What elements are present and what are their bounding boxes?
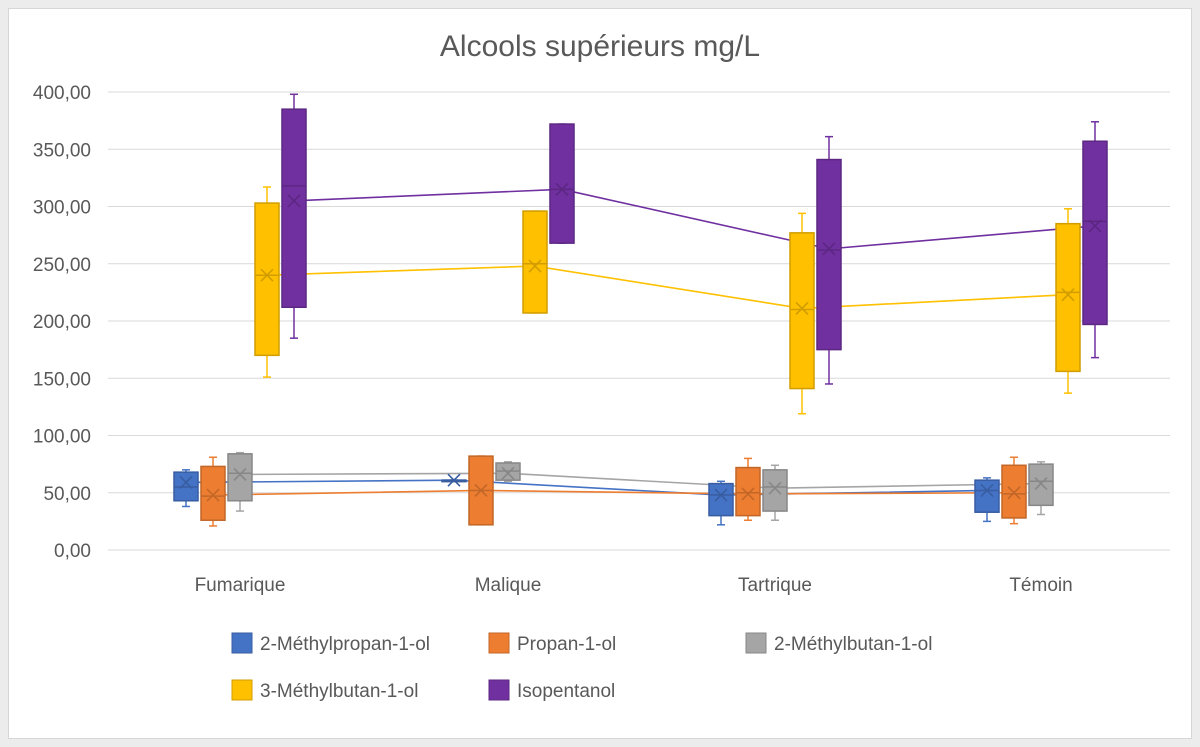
box-body bbox=[200, 465, 226, 521]
box-body bbox=[708, 482, 734, 517]
mean-marker bbox=[768, 481, 782, 495]
box-body bbox=[227, 453, 253, 502]
y-tick-label: 350,00 bbox=[33, 140, 91, 161]
mean-marker bbox=[179, 475, 193, 490]
mean-marker bbox=[474, 483, 488, 498]
mean-marker bbox=[528, 259, 542, 273]
box bbox=[1001, 456, 1027, 525]
mean-marker bbox=[1088, 219, 1102, 233]
box bbox=[708, 480, 734, 526]
legend-label: Propan-1-ol bbox=[517, 634, 616, 655]
x-tick-label: Fumarique bbox=[195, 575, 286, 596]
mean-line bbox=[239, 472, 1042, 489]
box-body bbox=[1082, 140, 1108, 326]
legend-swatch bbox=[745, 632, 767, 654]
mean-marker bbox=[287, 194, 301, 208]
box bbox=[974, 477, 1000, 523]
mean-marker bbox=[714, 488, 728, 502]
y-tick-label: 0,00 bbox=[54, 541, 91, 562]
box-body bbox=[816, 158, 842, 351]
legend-item: Isopentanol bbox=[488, 679, 615, 702]
mean-marker bbox=[1007, 486, 1021, 500]
mean-marker bbox=[447, 473, 461, 487]
box bbox=[495, 461, 521, 483]
y-tick-label: 300,00 bbox=[33, 198, 91, 219]
mean-marker bbox=[233, 467, 247, 481]
mean-marker bbox=[741, 487, 755, 501]
x-tick-label: Témoin bbox=[1009, 575, 1072, 596]
box bbox=[254, 186, 280, 378]
mean-marker bbox=[822, 242, 836, 256]
chart-title: Alcools supérieurs mg/L bbox=[440, 30, 760, 63]
legend-label: Isopentanol bbox=[517, 681, 615, 702]
box bbox=[173, 469, 199, 508]
legend-item: 2-Méthylbutan-1-ol bbox=[745, 632, 932, 655]
box-body bbox=[281, 108, 307, 309]
y-tick-label: 50,00 bbox=[43, 484, 91, 505]
x-tick-label: Tartrique bbox=[738, 575, 812, 596]
legend-item: 3-Méthylbutan-1-ol bbox=[231, 679, 418, 702]
box bbox=[816, 135, 842, 385]
mean-line bbox=[293, 188, 1096, 250]
box bbox=[522, 210, 548, 314]
legend-item: Propan-1-ol bbox=[488, 632, 616, 655]
legend-swatch bbox=[488, 632, 510, 654]
mean-marker bbox=[795, 301, 809, 315]
y-tick-label: 200,00 bbox=[33, 312, 91, 333]
legend-swatch bbox=[231, 632, 253, 654]
legend-swatch bbox=[231, 679, 253, 701]
legend: 2-Méthylpropan-1-ol Propan-1-ol 2-Méthylbu… bbox=[231, 632, 932, 702]
box bbox=[1028, 461, 1054, 516]
mean-marker bbox=[980, 483, 994, 498]
mean-line bbox=[266, 265, 1069, 310]
legend-label: 2-Méthylbutan-1-ol bbox=[774, 634, 932, 655]
box-body bbox=[974, 479, 1000, 513]
box-body bbox=[1055, 222, 1081, 373]
mean-marker bbox=[206, 488, 220, 502]
box-body bbox=[549, 123, 575, 244]
mean-marker bbox=[260, 268, 274, 282]
mean-lines bbox=[185, 188, 1096, 496]
box bbox=[468, 455, 494, 526]
box-body bbox=[522, 210, 548, 314]
box-body bbox=[762, 469, 788, 512]
box-body bbox=[1028, 463, 1054, 507]
boxes bbox=[173, 93, 1108, 527]
legend-swatch bbox=[488, 679, 510, 701]
box bbox=[789, 212, 815, 415]
legend-item: 2-Méthylpropan-1-ol bbox=[231, 632, 430, 655]
box bbox=[1055, 208, 1081, 394]
mean-marker bbox=[501, 466, 515, 480]
box bbox=[227, 451, 253, 512]
mean-marker bbox=[555, 182, 569, 196]
box bbox=[549, 123, 575, 244]
chart-area bbox=[8, 8, 1192, 739]
y-tick-label: 100,00 bbox=[33, 427, 91, 448]
box bbox=[441, 473, 467, 487]
y-tick-label: 400,00 bbox=[33, 83, 91, 104]
mean-marker bbox=[1034, 477, 1048, 491]
y-tick-label: 150,00 bbox=[33, 369, 91, 390]
box bbox=[762, 464, 788, 521]
x-axis-ticks: Fumarique Malique Tartrique Témoin bbox=[195, 575, 1073, 596]
legend-label: 2-Méthylpropan-1-ol bbox=[260, 634, 430, 655]
legend-label: 3-Méthylbutan-1-ol bbox=[260, 681, 418, 702]
box bbox=[200, 456, 226, 527]
mean-marker bbox=[1061, 288, 1075, 302]
y-tick-label: 250,00 bbox=[33, 255, 91, 276]
box-body bbox=[789, 232, 815, 390]
box-body bbox=[735, 466, 761, 517]
box-body bbox=[1001, 464, 1027, 519]
box-body bbox=[254, 202, 280, 357]
box bbox=[281, 93, 307, 339]
box bbox=[1082, 121, 1108, 359]
box bbox=[735, 457, 761, 521]
x-tick-label: Malique bbox=[475, 575, 542, 596]
y-axis-ticks: 0,00 50,00 100,00 150,00 200,00 250,00 300,00 3… bbox=[33, 83, 91, 562]
mean-line bbox=[212, 489, 1015, 496]
